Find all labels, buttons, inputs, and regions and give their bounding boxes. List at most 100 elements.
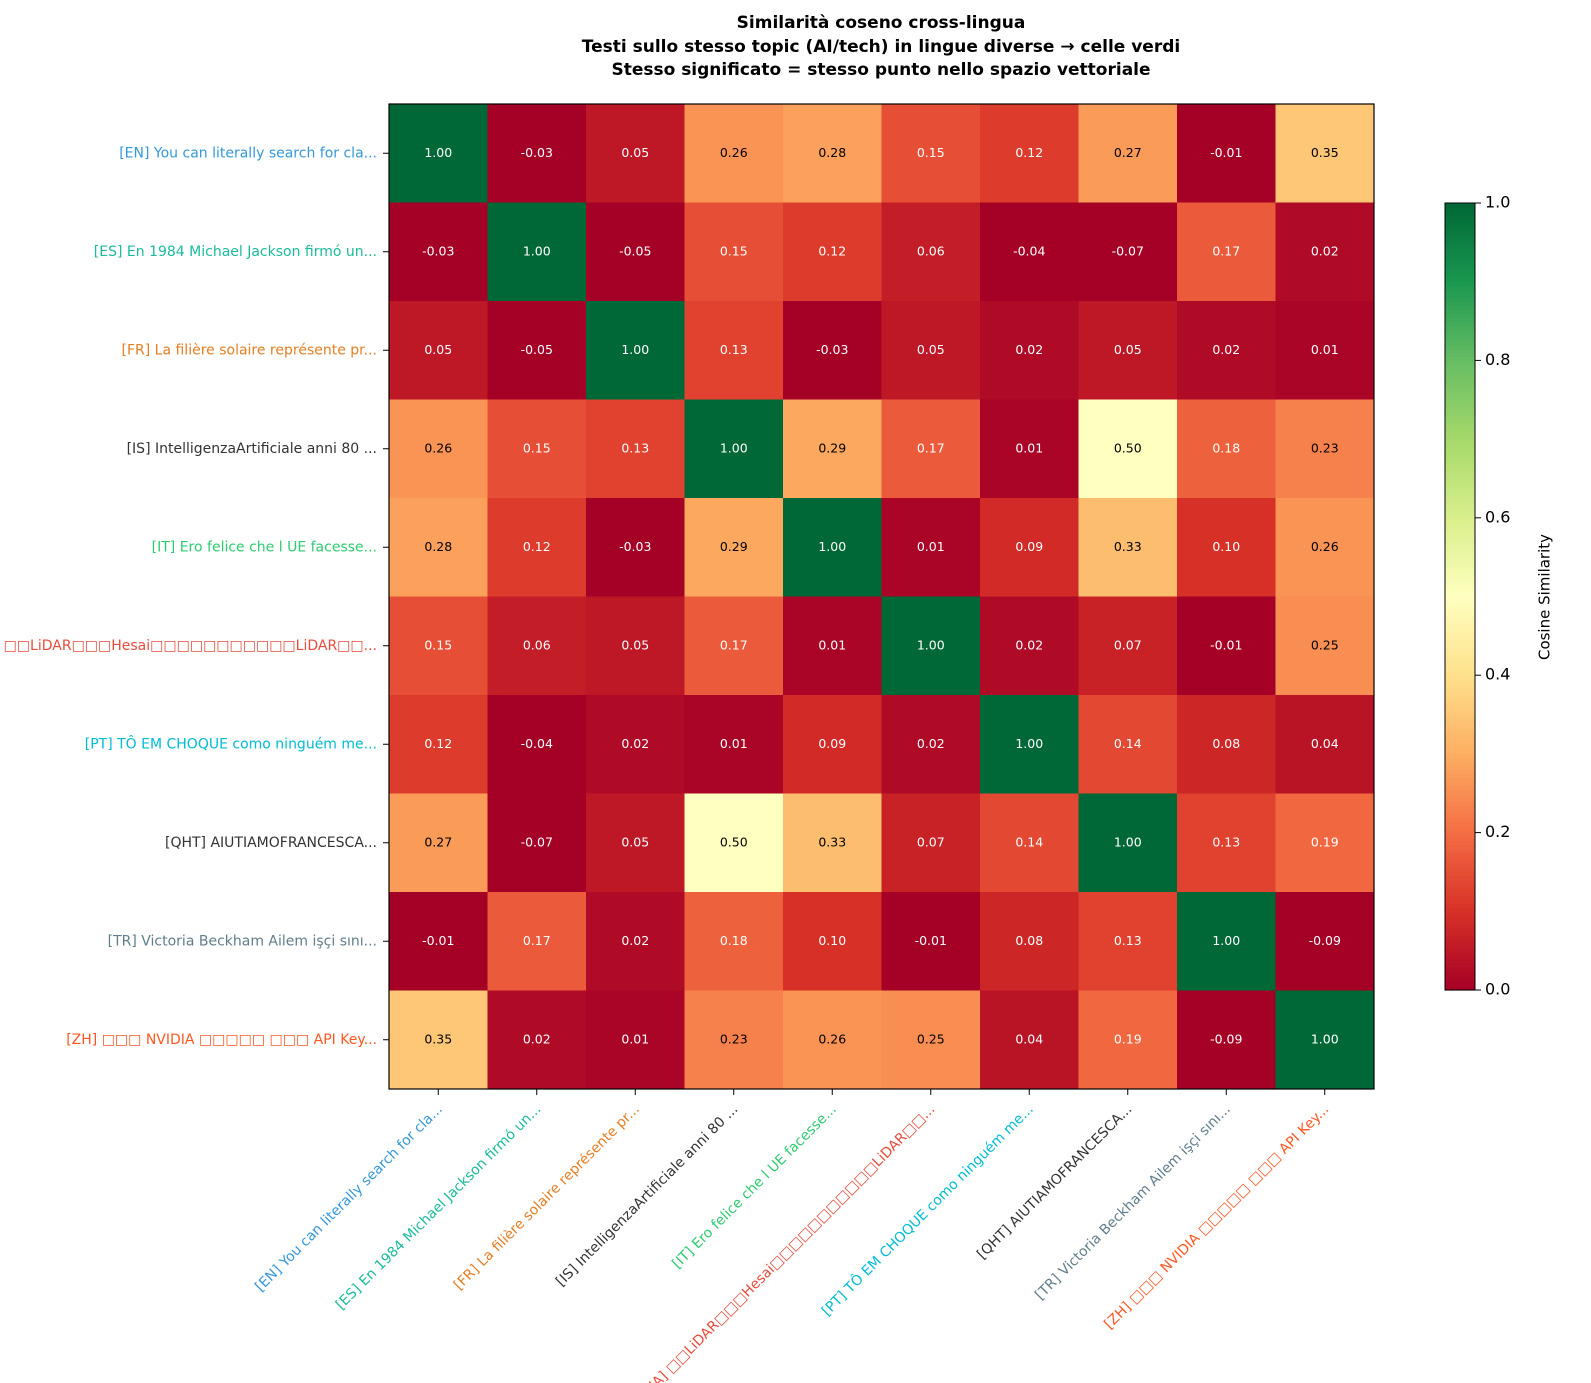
colorbar-segment — [1445, 624, 1475, 629]
colorbar-segment — [1445, 710, 1475, 716]
cell-label: 0.23 — [720, 1031, 748, 1046]
colorbar-segment — [1445, 706, 1475, 712]
cell-label: -0.03 — [422, 243, 454, 258]
colorbar-segment — [1445, 883, 1475, 889]
colorbar-segment — [1445, 210, 1475, 216]
colorbar-segment — [1445, 923, 1475, 928]
colorbar-segment — [1445, 954, 1475, 960]
heatmap-cell — [980, 301, 1079, 400]
colorbar-segment — [1445, 273, 1475, 279]
colorbar-segment — [1445, 832, 1475, 838]
cell-label: 0.07 — [1114, 637, 1142, 652]
cell-label: 0.09 — [818, 736, 846, 751]
colorbar-segment — [1445, 309, 1475, 314]
colorbar-segment — [1445, 753, 1475, 759]
cell-label: 1.00 — [720, 440, 748, 455]
colorbar-segment — [1445, 356, 1475, 361]
colorbar-segment — [1445, 824, 1475, 830]
heatmap-cell — [1177, 892, 1276, 991]
colorbar-segment — [1445, 384, 1475, 389]
heatmap-cell — [1177, 793, 1276, 893]
heatmap-cell — [1078, 990, 1178, 1090]
y-tick-label: [PT] TÔ EM CHOQUE como ninguém me... — [85, 734, 377, 752]
cell-label: 1.00 — [1212, 933, 1240, 948]
colorbar-segment — [1445, 533, 1475, 539]
cell-label: 0.01 — [917, 539, 945, 554]
colorbar-segment — [1445, 679, 1475, 684]
colorbar-tick-label: 0.4 — [1485, 665, 1510, 684]
colorbar-segment — [1445, 690, 1475, 696]
colorbar-segment — [1445, 317, 1475, 322]
colorbar-segment — [1445, 446, 1475, 452]
colorbar-segment — [1445, 596, 1475, 602]
cell-label: 1.00 — [424, 145, 452, 160]
cell-label: 0.17 — [917, 440, 945, 455]
heatmap-cell — [783, 301, 882, 400]
cell-label: 0.05 — [621, 637, 649, 652]
colorbar-segment — [1445, 663, 1475, 668]
colorbar-segment — [1445, 505, 1475, 511]
heatmap-cell — [980, 892, 1079, 991]
heatmap-cell — [1275, 399, 1375, 499]
colorbar-tick-label: 1.0 — [1485, 193, 1510, 212]
cell-label: 0.13 — [1212, 834, 1240, 849]
cell-label: 0.02 — [1015, 637, 1043, 652]
colorbar-segment — [1445, 820, 1475, 826]
colorbar-segment — [1445, 203, 1475, 208]
colorbar-segment — [1445, 242, 1475, 247]
colorbar-segment — [1445, 600, 1475, 605]
heatmap-cell — [389, 596, 488, 696]
cell-label: 0.05 — [917, 342, 945, 357]
x-tick-label: [ZH] □□□ NVIDIA □□□□□ □□□ API Key... — [1101, 1101, 1332, 1332]
heatmap-cell — [586, 695, 685, 794]
heatmap-cell — [1275, 498, 1375, 597]
colorbar-segment — [1445, 702, 1475, 708]
cell-label: 0.06 — [523, 637, 551, 652]
colorbar-segment — [1445, 454, 1475, 460]
colorbar-segment — [1445, 797, 1475, 802]
cell-label: 0.12 — [818, 243, 846, 258]
cell-label: 0.29 — [818, 440, 846, 455]
heatmap-cell — [586, 498, 685, 597]
y-tick-label: [QHT] AIUTIAMOFRANCESCA... — [165, 835, 377, 851]
colorbar-segment — [1445, 730, 1475, 735]
colorbar-segment — [1445, 749, 1475, 755]
colorbar-segment — [1445, 958, 1475, 964]
cell-label: 0.12 — [523, 539, 551, 554]
cell-label: 0.08 — [1212, 736, 1240, 751]
x-tick-label: [PT] TÔ EM CHOQUE como ninguém me... — [818, 1100, 1037, 1319]
heatmap-cell — [487, 793, 587, 893]
heatmap-cell — [1275, 990, 1375, 1090]
colorbar-segment — [1445, 419, 1475, 424]
colorbar-segment — [1445, 340, 1475, 346]
x-tick-label: [TR] Victoria Beckham Ailem işçi sını... — [1032, 1101, 1234, 1303]
colorbar-segment — [1445, 812, 1475, 818]
heatmap-cell — [1078, 301, 1178, 400]
colorbar-segment — [1445, 895, 1475, 901]
heatmap-cell — [783, 695, 882, 794]
heatmap-cell — [783, 793, 882, 893]
heatmap-cell — [684, 892, 784, 991]
colorbar-segment — [1445, 466, 1475, 472]
colorbar-segment — [1445, 521, 1475, 527]
cell-label: 0.27 — [424, 834, 452, 849]
heatmap-cell — [1275, 793, 1375, 893]
heatmap-cell — [684, 202, 784, 302]
cell-label: 0.28 — [424, 539, 452, 554]
colorbar-tick-label: 0.6 — [1485, 507, 1510, 526]
colorbar-segment — [1445, 942, 1475, 948]
heatmap-cell — [1275, 892, 1375, 991]
heatmap-cell — [1078, 498, 1178, 597]
colorbar-segment — [1445, 781, 1475, 786]
colorbar-segment — [1445, 635, 1475, 641]
colorbar-segment — [1445, 230, 1475, 236]
colorbar-segment — [1445, 234, 1475, 240]
colorbar-segment — [1445, 258, 1475, 263]
colorbar-segment — [1445, 399, 1475, 405]
colorbar-segment — [1445, 816, 1475, 822]
colorbar-segment — [1445, 285, 1475, 291]
cell-label: 0.15 — [720, 243, 748, 258]
heatmap-cell — [980, 399, 1079, 499]
heatmap-cell — [586, 892, 685, 991]
heatmap-cell — [881, 990, 981, 1090]
